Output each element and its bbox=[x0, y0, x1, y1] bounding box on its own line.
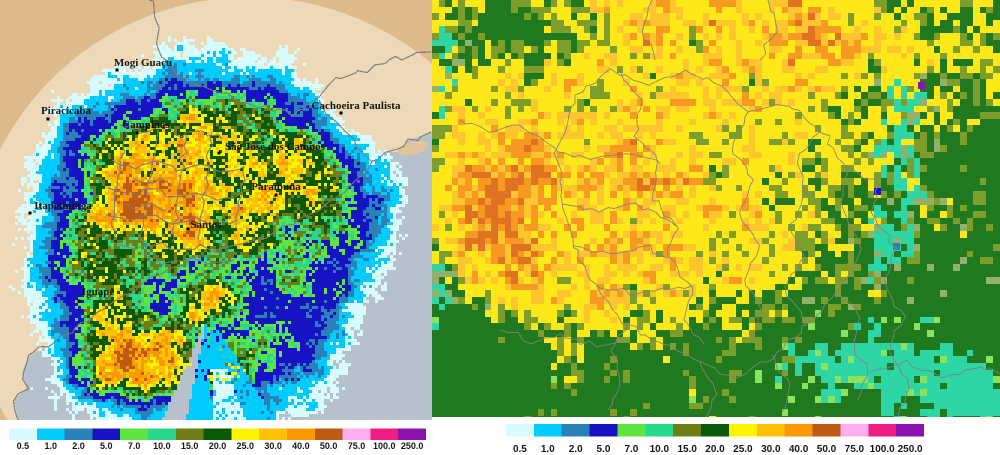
svg-text:Paraibuna: Paraibuna bbox=[251, 181, 301, 193]
svg-text:0.5: 0.5 bbox=[17, 441, 30, 451]
svg-text:10.0: 10.0 bbox=[153, 441, 171, 451]
svg-text:20.0: 20.0 bbox=[209, 441, 227, 451]
svg-text:15.0: 15.0 bbox=[677, 444, 697, 455]
svg-text:Itapetininga: Itapetininga bbox=[34, 200, 92, 212]
svg-text:10.0: 10.0 bbox=[650, 444, 670, 455]
svg-text:50.0: 50.0 bbox=[817, 444, 837, 455]
svg-text:Mogi Guaçu: Mogi Guaçu bbox=[114, 57, 172, 69]
svg-text:40.0: 40.0 bbox=[292, 441, 310, 451]
svg-text:São José dos Campos: São José dos Campos bbox=[225, 141, 326, 153]
svg-text:Santos: Santos bbox=[190, 219, 222, 231]
svg-text:5.0: 5.0 bbox=[100, 441, 113, 451]
svg-text:0.5: 0.5 bbox=[513, 444, 527, 455]
svg-text:Piracicaba: Piracicaba bbox=[41, 105, 92, 117]
svg-text:2.0: 2.0 bbox=[72, 441, 85, 451]
svg-text:1.0: 1.0 bbox=[44, 441, 57, 451]
svg-text:50.0: 50.0 bbox=[320, 441, 338, 451]
svg-text:2.0: 2.0 bbox=[569, 444, 583, 455]
svg-text:1.0: 1.0 bbox=[541, 444, 555, 455]
svg-text:100.0: 100.0 bbox=[373, 441, 396, 451]
svg-text:30.0: 30.0 bbox=[264, 441, 282, 451]
svg-text:40.0: 40.0 bbox=[789, 444, 809, 455]
svg-text:100.0: 100.0 bbox=[870, 444, 895, 455]
svg-text:7.0: 7.0 bbox=[128, 441, 141, 451]
svg-text:5.0: 5.0 bbox=[597, 444, 611, 455]
svg-text:75.0: 75.0 bbox=[348, 441, 366, 451]
svg-text:Campinas: Campinas bbox=[122, 119, 170, 131]
svg-text:75.0: 75.0 bbox=[845, 444, 865, 455]
svg-text:15.0: 15.0 bbox=[181, 441, 199, 451]
svg-text:Cachoeira Paulista: Cachoeira Paulista bbox=[312, 100, 401, 112]
svg-text:Iguape: Iguape bbox=[82, 286, 115, 298]
svg-text:30.0: 30.0 bbox=[761, 444, 781, 455]
svg-text:250.0: 250.0 bbox=[401, 441, 424, 451]
svg-text:25.0: 25.0 bbox=[237, 441, 255, 451]
svg-text:20.0: 20.0 bbox=[705, 444, 725, 455]
svg-text:250.0: 250.0 bbox=[898, 444, 923, 455]
svg-text:7.0: 7.0 bbox=[624, 444, 638, 455]
svg-text:25.0: 25.0 bbox=[733, 444, 753, 455]
